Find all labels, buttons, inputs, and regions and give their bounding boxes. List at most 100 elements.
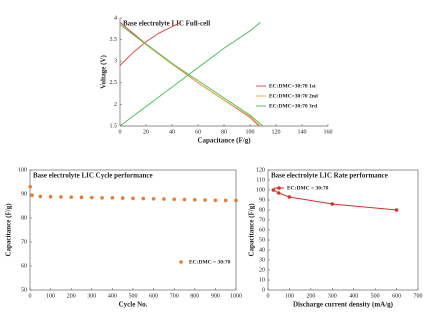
- series-line: [119, 24, 261, 127]
- data-point: [90, 195, 94, 200]
- x-tick-label: 120: [272, 129, 281, 135]
- y-tick-label: 50: [21, 287, 27, 293]
- y-tick-label: 80: [21, 215, 27, 221]
- x-tick-label: 400: [108, 293, 117, 299]
- y-tick-label: 2.5: [110, 80, 118, 86]
- data-point: [203, 198, 207, 202]
- x-tick-label: 300: [87, 293, 96, 299]
- data-point: [69, 195, 73, 199]
- x-tick-label: 0: [29, 293, 32, 299]
- y-tick-label: 1.5: [110, 123, 118, 129]
- data-point: [172, 197, 176, 202]
- x-tick-label: 500: [129, 293, 138, 299]
- data-point: [38, 194, 43, 199]
- y-axis-label: Capacitance (F/g): [248, 203, 256, 257]
- legend-marker: [179, 260, 183, 264]
- chart-title: Base electrolyte LIC Full-cell: [123, 20, 210, 28]
- x-tick-label: 0: [119, 129, 122, 135]
- y-tick-label: 20: [259, 267, 265, 273]
- data-point: [131, 196, 135, 201]
- data-point: [120, 196, 125, 200]
- data-point: [151, 197, 156, 201]
- x-tick-label: 100: [285, 293, 294, 299]
- x-tick-label: 140: [298, 129, 307, 135]
- x-axis-label: Capacitance (F/g): [197, 137, 251, 145]
- data-point: [182, 197, 187, 202]
- x-tick-label: 600: [392, 293, 401, 299]
- series-line: [119, 21, 264, 127]
- y-tick-label: 80: [259, 207, 265, 213]
- x-tick-label: 300: [328, 293, 337, 299]
- x-tick-label: 800: [190, 293, 199, 299]
- y-tick-label: 40: [259, 247, 265, 253]
- y-tick-label: 90: [259, 197, 265, 203]
- y-axis-label: Voltage (V): [100, 54, 108, 88]
- data-point: [141, 196, 146, 201]
- x-tick-label: 500: [371, 293, 380, 299]
- y-tick-label: 50: [259, 237, 265, 243]
- y-tick-label: 70: [259, 217, 265, 223]
- x-tick-label: 60: [195, 129, 201, 135]
- y-tick-label: 2: [114, 102, 117, 108]
- y-axis-label: Capacitance (F/g): [5, 203, 13, 257]
- chart-title: Base electrolyte LIC Rate performance: [271, 172, 388, 180]
- legend-marker: [277, 186, 281, 190]
- data-point: [330, 202, 335, 206]
- data-point: [193, 197, 197, 202]
- x-tick-label: 40: [169, 129, 175, 135]
- data-point: [287, 195, 292, 199]
- data-point: [394, 208, 399, 212]
- data-point: [48, 194, 53, 199]
- x-axis-label: Discharge current density (mA/g): [293, 301, 394, 309]
- x-tick-label: 700: [414, 293, 423, 299]
- legend-label: EC:DMC=30:70 3rd: [269, 103, 317, 109]
- data-point: [234, 198, 238, 203]
- legend-label: EC:DMC=30:70 1st: [269, 83, 316, 89]
- y-tick-label: 90: [21, 191, 27, 197]
- data-point: [223, 198, 228, 203]
- chart-title: Base electrolyte LIC Cycle performance: [33, 172, 153, 180]
- y-tick-label: 3.5: [110, 37, 118, 43]
- data-point: [30, 193, 34, 197]
- data-point: [213, 198, 218, 203]
- data-point: [276, 191, 281, 195]
- data-point: [100, 196, 104, 200]
- series-line: [273, 189, 397, 211]
- data-point: [28, 185, 33, 189]
- y-tick-label: 100: [256, 187, 265, 193]
- x-tick-label: 400: [349, 293, 358, 299]
- data-point: [59, 195, 63, 199]
- x-tick-label: 100: [46, 293, 55, 299]
- data-point: [110, 196, 115, 200]
- plot-frame: [29, 169, 237, 291]
- y-tick-label: 3: [114, 59, 117, 65]
- data-point: [271, 188, 276, 192]
- x-tick-label: 100: [246, 129, 255, 135]
- y-tick-label: 70: [21, 239, 27, 245]
- x-tick-label: 20: [143, 129, 149, 135]
- y-tick-label: 100: [18, 167, 27, 173]
- x-tick-label: 80: [221, 129, 227, 135]
- y-tick-label: 4: [114, 15, 117, 21]
- y-tick-label: 60: [259, 227, 265, 233]
- x-axis-label: Cycle No.: [119, 301, 148, 309]
- x-tick-label: 1000: [230, 293, 242, 299]
- x-tick-label: 160: [324, 129, 333, 135]
- y-tick-label: 0: [262, 287, 265, 293]
- x-tick-label: 700: [170, 293, 179, 299]
- y-tick-label: 10: [259, 277, 265, 283]
- data-point: [162, 197, 166, 201]
- x-tick-label: 0: [267, 293, 270, 299]
- x-tick-label: 600: [149, 293, 158, 299]
- legend-label: EC:DMC = 30:70: [287, 185, 329, 191]
- data-point: [79, 195, 84, 200]
- y-tick-label: 60: [21, 263, 27, 269]
- legend-label: EC:DMC = 30:70: [189, 259, 231, 265]
- y-tick-label: 110: [256, 177, 265, 183]
- y-tick-label: 120: [256, 167, 265, 173]
- y-tick-label: 30: [259, 257, 265, 263]
- x-tick-label: 200: [306, 293, 315, 299]
- x-tick-label: 200: [67, 293, 76, 299]
- legend-label: EC:DMC=30:70 2nd: [269, 93, 318, 99]
